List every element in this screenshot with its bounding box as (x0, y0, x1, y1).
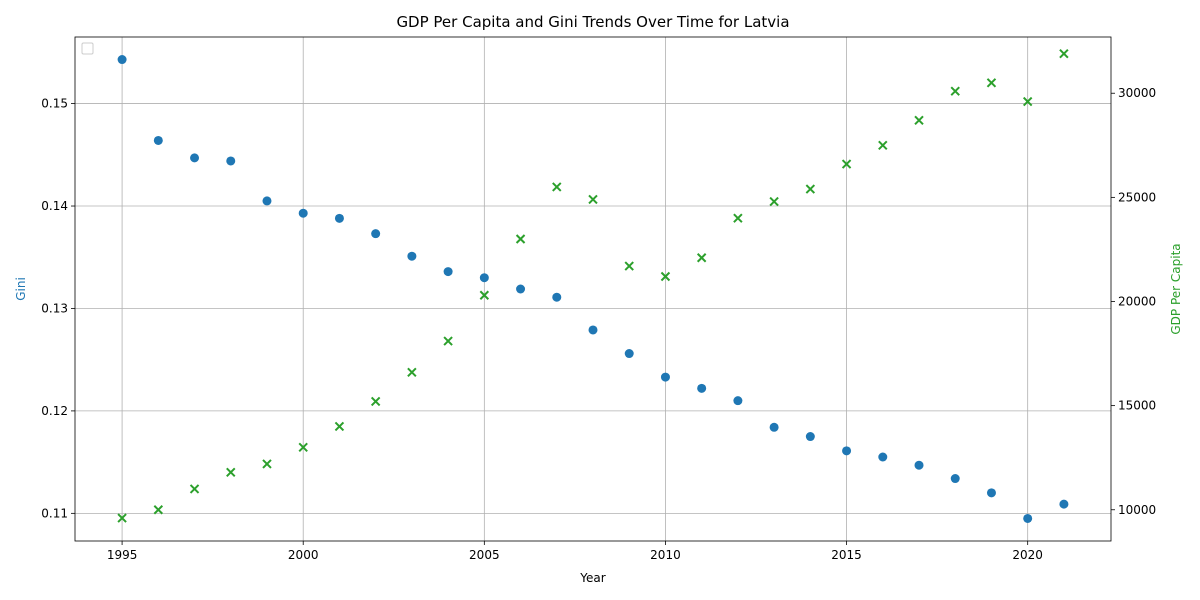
gdp-per-capita-point (443, 336, 453, 346)
gini-point (950, 474, 960, 484)
gini-point (697, 383, 707, 393)
gdp-per-capita-point (262, 459, 272, 469)
grid (75, 37, 1111, 541)
gini-point (733, 396, 743, 406)
x-tick-label: 2000 (288, 548, 319, 562)
gini-point (842, 446, 852, 456)
gdp-per-capita-point (733, 213, 743, 223)
gdp-per-capita-point (153, 505, 164, 515)
gdp-per-capita-point (1059, 48, 1069, 59)
x-tick-label: 1995 (107, 548, 138, 562)
gdp-per-capita-series (117, 48, 1069, 523)
left-y-axis-ticks: 0.11 0.12 0.13 0.14 0.15 (41, 97, 75, 520)
gdp-per-capita-point (950, 86, 960, 96)
gini-point (117, 55, 127, 65)
gdp-per-capita-point (226, 467, 236, 477)
gdp-per-capita-point (986, 78, 997, 88)
x-tick-label: 2005 (469, 548, 500, 562)
gdp-per-capita-point (805, 184, 816, 194)
right-y-tick-label: 25000 (1118, 190, 1156, 204)
gdp-per-capita-point (370, 396, 381, 407)
gini-point (516, 284, 526, 294)
gini-point (407, 251, 417, 261)
plot-frame (74, 36, 1112, 542)
right-y-tick-label: 30000 (1118, 86, 1156, 100)
gini-point (986, 488, 996, 498)
gini-point (624, 349, 634, 359)
gdp-per-capita-point (914, 115, 924, 126)
gini-series (117, 55, 1069, 523)
chart-title: GDP Per Capita and Gini Trends Over Time… (396, 13, 789, 31)
gdp-per-capita-point (588, 194, 598, 205)
gini-point (334, 213, 344, 223)
right-y-tick-label: 20000 (1118, 294, 1156, 308)
right-y-axis-ticks: 10000 15000 20000 25000 30000 (1111, 86, 1156, 517)
x-axis-title: Year (579, 571, 605, 585)
gini-point (588, 325, 598, 335)
gdp-per-capita-point (660, 271, 671, 282)
gdp-per-capita-point (407, 367, 417, 378)
gdp-per-capita-point (515, 234, 526, 244)
gini-point (805, 432, 815, 442)
gini-point (479, 273, 489, 283)
left-y-tick-label: 0.13 (41, 301, 68, 315)
gdp-per-capita-point (552, 182, 562, 192)
gdp-per-capita-point (189, 484, 200, 494)
left-y-tick-label: 0.11 (41, 506, 68, 520)
gdp-per-capita-point (624, 261, 634, 271)
gdp-per-capita-point (878, 140, 888, 151)
gini-point (153, 135, 163, 145)
x-axis-ticks: 1995 2000 2005 2010 2015 2020 (107, 541, 1043, 562)
gdp-per-capita-point (479, 290, 490, 300)
gini-point (190, 153, 200, 163)
gini-point (914, 460, 924, 470)
gdp-per-capita-point (1022, 96, 1033, 107)
gdp-per-capita-point (117, 513, 127, 523)
left-y-tick-label: 0.14 (41, 199, 68, 213)
gdp-per-capita-point (841, 159, 852, 169)
gini-point (878, 452, 888, 462)
gini-point (298, 208, 308, 218)
x-tick-label: 2020 (1012, 548, 1043, 562)
x-tick-label: 2015 (831, 548, 862, 562)
gini-point (1023, 513, 1033, 523)
gdp-per-capita-point (334, 421, 345, 432)
gini-point (769, 422, 779, 432)
right-y-tick-label: 10000 (1118, 503, 1156, 517)
left-y-axis-title: Gini (14, 277, 28, 301)
legend-box (81, 42, 94, 55)
x-tick-label: 2010 (650, 548, 681, 562)
gini-point (371, 229, 381, 239)
left-y-tick-label: 0.15 (41, 97, 68, 111)
right-y-axis-title: GDP Per Capita (1169, 243, 1183, 334)
gdp-per-capita-point (769, 196, 779, 207)
gini-point (552, 292, 562, 302)
gdp-per-capita-point (696, 253, 707, 263)
left-y-tick-label: 0.12 (41, 404, 68, 418)
gini-point (226, 156, 236, 166)
gini-point (660, 372, 670, 382)
gini-point (443, 267, 453, 277)
gini-point (1059, 499, 1069, 509)
gdp-per-capita-point (298, 442, 308, 452)
gini-point (262, 196, 272, 206)
right-y-tick-label: 15000 (1118, 399, 1156, 413)
